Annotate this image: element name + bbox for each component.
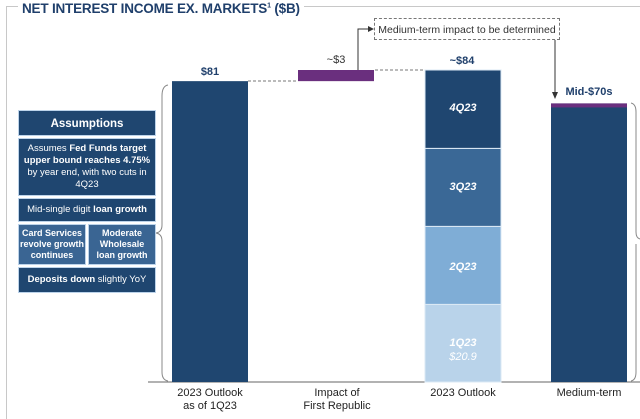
- bar-first-republic: [298, 70, 374, 82]
- x-label-medium-term: Medium-term: [534, 387, 640, 400]
- text: by year end, with two cuts in 4Q23: [27, 167, 147, 190]
- segment-label-4q23: 4Q23: [449, 102, 477, 114]
- x-label-first-republic: Impact of First Republic: [282, 387, 392, 413]
- title-text: NET INTEREST INCOME EX. MARKETS: [22, 1, 268, 16]
- chart-title: NET INTEREST INCOME EX. MARKETS1 ($B): [18, 1, 304, 16]
- bar-medium-term: [551, 103, 627, 382]
- left-brace: [155, 84, 169, 382]
- x-label-line: Medium-term: [556, 387, 622, 399]
- text: Assumes: [27, 143, 70, 154]
- x-label-line: 2023 Outlook: [177, 387, 243, 399]
- assumption-wholesale: Moderate Wholesale loan growth: [88, 224, 156, 265]
- x-label-outlook-2023: 2023 Outlook: [408, 387, 518, 400]
- bar-outlook-1q23: [172, 81, 248, 383]
- assumption-fed-funds: Assumes Fed Funds target upper bound rea…: [18, 138, 156, 196]
- segment-label-3q23: 3Q23: [449, 181, 477, 193]
- x-label-outlook-1q23: 2023 Outlook as of 1Q23: [155, 387, 265, 413]
- text: slightly YoY: [95, 274, 147, 285]
- arrow-to-note: [357, 28, 370, 70]
- arrow-head-down-icon: [552, 92, 558, 99]
- right-brace: [630, 102, 640, 382]
- assumptions-panel: Assumptions Assumes Fed Funds target upp…: [18, 110, 156, 295]
- x-label-line: as of 1Q23: [183, 400, 237, 412]
- text-bold: loan growth: [93, 204, 147, 215]
- assumption-row: Card Services revolve growth continues M…: [18, 224, 156, 265]
- bar-segment-2q23: [424, 225, 502, 305]
- text-bold: Fed Funds target upper bound reaches 4.7…: [23, 143, 151, 166]
- segment-label-1q23: 1Q23: [449, 337, 477, 349]
- assumption-card-services: Card Services revolve growth continues: [18, 224, 86, 265]
- assumption-loan-growth: Mid-single digit loan growth: [18, 198, 156, 222]
- value-label-first-republic: ~$3: [326, 54, 346, 66]
- text: Mid-single digit: [27, 204, 94, 215]
- segment-value-1q23: $20.9: [449, 351, 477, 363]
- value-label-outlook-2023: ~$84: [449, 55, 475, 67]
- arrow-head-right-icon: [368, 26, 374, 32]
- assumption-deposits: Deposits down slightly YoY: [18, 267, 156, 293]
- bar-segment-1q23: [424, 303, 502, 383]
- bar-segment-3q23: [424, 147, 502, 227]
- assumptions-header: Assumptions: [18, 110, 156, 136]
- bar-segment-4q23: [424, 69, 502, 149]
- segment-label-2q23: 2Q23: [449, 261, 477, 273]
- value-label-medium-term: Mid-$70s: [565, 86, 613, 98]
- x-label-line: First Republic: [303, 400, 371, 412]
- frame-top-border: [6, 6, 640, 7]
- bar-medium-term-fr-band: [551, 103, 627, 108]
- medium-term-note: Medium-term impact to be determined: [374, 18, 560, 40]
- frame-left-border: [6, 6, 7, 419]
- title-footnote: 1: [267, 2, 271, 10]
- value-label-outlook-1q23: $81: [200, 66, 220, 78]
- x-label-line: 2023 Outlook: [430, 387, 496, 399]
- title-unit: ($B): [274, 1, 300, 16]
- text-bold: Deposits down: [27, 274, 96, 285]
- x-label-line: Impact of: [314, 387, 360, 399]
